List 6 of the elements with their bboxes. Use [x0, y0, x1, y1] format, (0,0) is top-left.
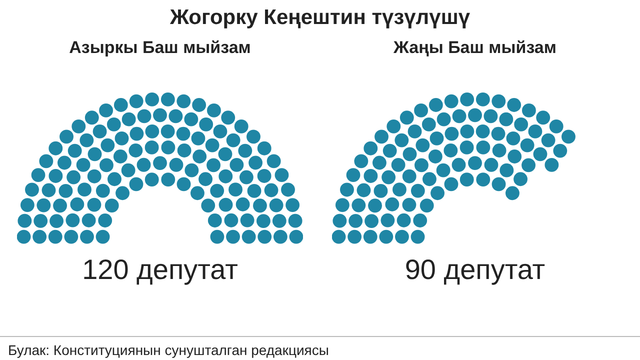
- data-label: 120 депутат: [81, 254, 239, 286]
- text: Жогорку Кеңештин түзүлүшү: [168, 6, 472, 30]
- text: Жаңы Баш мыйзам: [392, 38, 558, 59]
- data-label: 90 депутат: [404, 254, 546, 286]
- text: Азыркы Баш мыйзам: [68, 38, 252, 59]
- text: Булак: Конституциянын сунушталган редакциясы: [8, 342, 329, 358]
